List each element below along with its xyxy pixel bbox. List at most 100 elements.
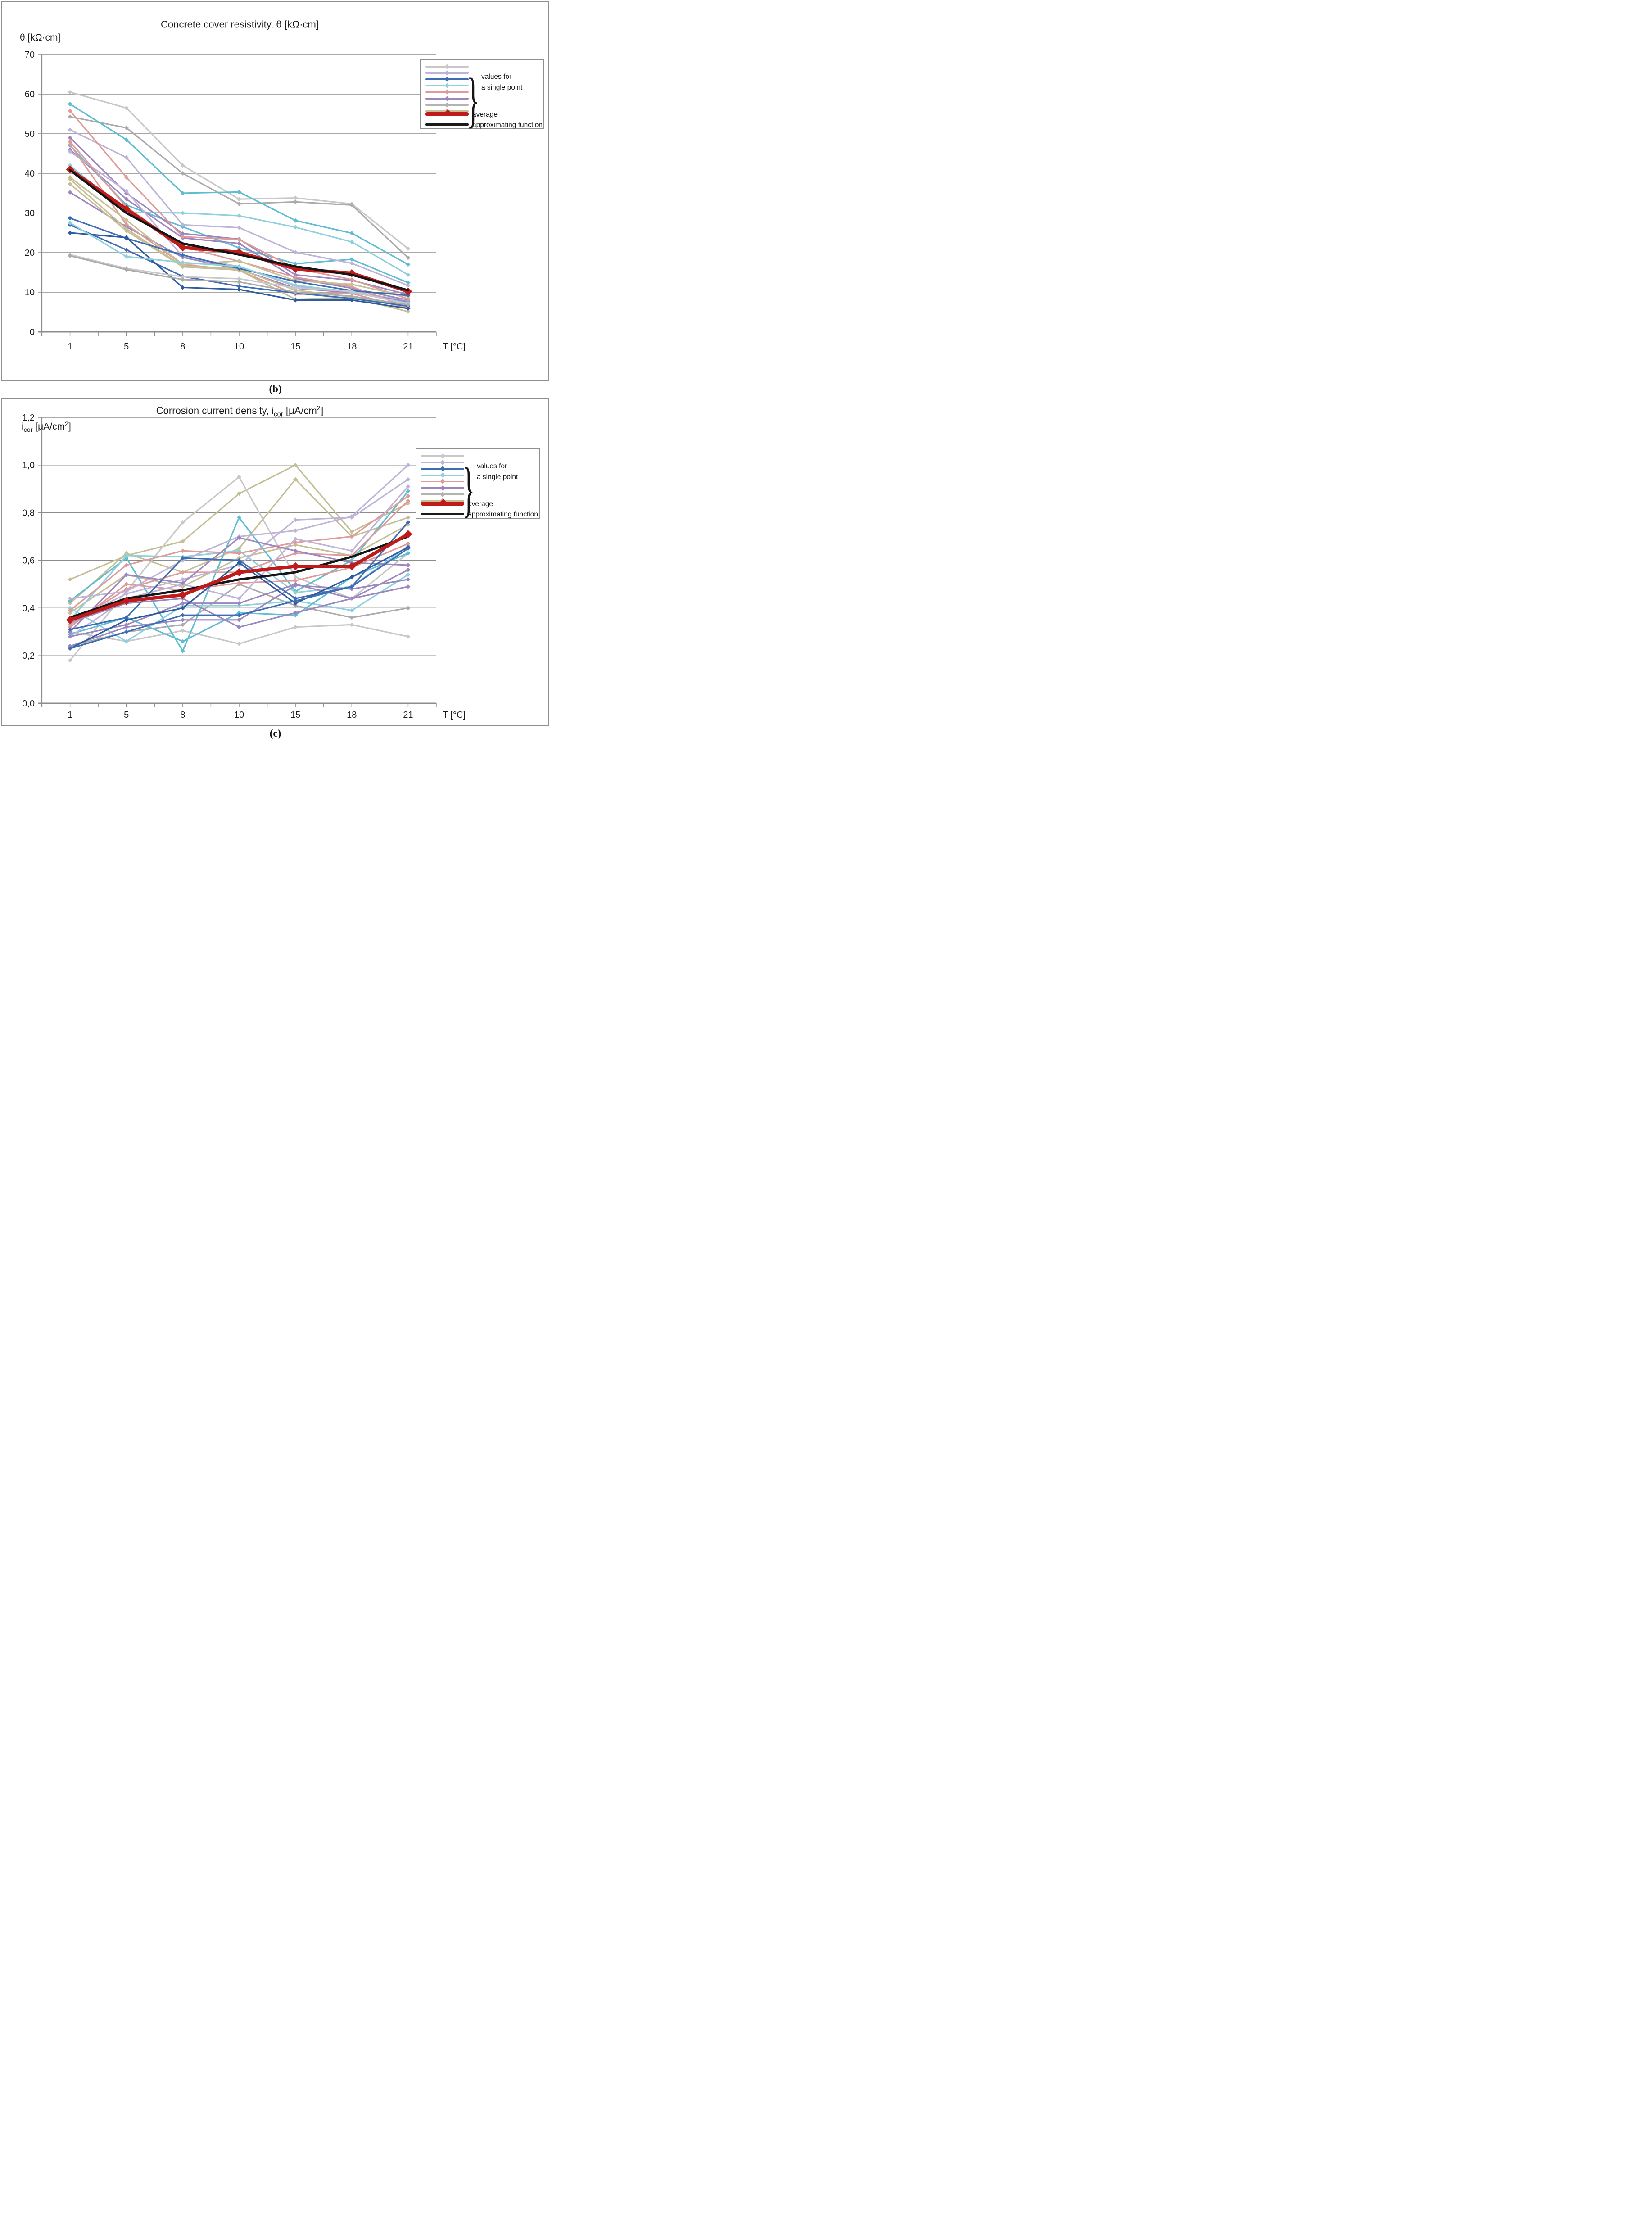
data-point-marker (180, 606, 185, 611)
approx-line-swatch (425, 123, 469, 126)
data-point-marker (349, 261, 354, 266)
data-point-marker (293, 272, 298, 277)
data-point-marker (293, 290, 298, 294)
legend-single-point-swatch (425, 95, 469, 101)
single-point-series (68, 546, 411, 651)
swatch-diamond-marker (444, 102, 450, 108)
swatch-diamond-marker (444, 63, 450, 69)
data-point-marker (124, 267, 129, 272)
data-point-marker (349, 558, 354, 563)
swatch-diamond-marker (444, 95, 450, 101)
data-point-marker (349, 575, 354, 580)
data-point-marker (237, 641, 241, 646)
data-point-marker (124, 254, 129, 259)
swatch-diamond-marker (444, 83, 450, 88)
legend-swatches (425, 63, 469, 115)
data-point-marker (293, 536, 298, 541)
data-point-marker (237, 610, 241, 615)
data-point-marker (237, 601, 241, 606)
legend-single-point-swatch (425, 89, 469, 95)
legend-approx-entry: approximating function (425, 121, 543, 129)
data-point-marker (349, 294, 354, 299)
data-point-marker (180, 274, 185, 279)
data-point-marker (124, 553, 129, 558)
data-point-marker (124, 125, 129, 130)
single-point-series (68, 114, 411, 260)
data-point-marker (293, 250, 298, 255)
data-point-marker (124, 217, 129, 222)
y-tick-label: 0,6 (22, 556, 35, 566)
data-point-marker (68, 127, 72, 132)
data-point-marker (293, 590, 298, 595)
series-line (69, 164, 409, 276)
legend-single-point-swatch (425, 70, 469, 76)
data-point-marker (293, 610, 298, 615)
x-axis-unit-label: T [°C] (443, 342, 466, 352)
data-point-marker (124, 622, 129, 627)
data-point-marker (180, 285, 185, 290)
data-point-marker (124, 625, 129, 629)
data-point-marker (349, 240, 354, 244)
data-point-marker (349, 282, 354, 287)
data-point-marker (180, 222, 185, 227)
data-point-marker (406, 283, 411, 288)
caption-c: (c) (269, 728, 281, 739)
data-point-marker (349, 277, 354, 282)
data-point-marker (180, 264, 185, 269)
data-point-marker (406, 309, 411, 314)
data-point-marker (406, 546, 411, 551)
data-point-marker (124, 589, 129, 594)
data-point-marker (406, 296, 411, 301)
data-point-marker (124, 247, 129, 252)
data-point-marker (237, 225, 241, 230)
data-point-marker (124, 572, 129, 577)
data-point-marker (68, 601, 72, 606)
data-point-marker (180, 520, 185, 525)
data-point-marker (349, 289, 354, 294)
data-point-marker (237, 475, 241, 480)
data-point-marker (406, 606, 411, 611)
title-text: [μA/cm (283, 405, 317, 417)
data-point-marker (404, 530, 412, 539)
swatch-diamond-marker (440, 460, 445, 465)
legend-brace: } (467, 66, 480, 135)
data-point-marker (406, 262, 411, 267)
data-point-marker (237, 556, 241, 561)
y-axis-label: icor [μA/cm2] (22, 421, 71, 434)
data-point-marker (180, 622, 185, 627)
x-tick-label: 15 (290, 710, 300, 720)
data-point-marker (68, 135, 72, 140)
x-tick-label: 21 (403, 710, 413, 720)
data-point-marker (237, 535, 241, 540)
data-point-marker (124, 617, 129, 622)
data-point-marker (293, 603, 298, 608)
data-point-marker (406, 577, 411, 582)
legend-single-point-swatch (425, 83, 469, 88)
data-point-marker (293, 548, 298, 553)
data-point-marker (293, 613, 298, 618)
x-tick-label: 15 (290, 342, 300, 352)
chart-svg: 1,21,00,80,60,40,20,01 5 8 10 15 18 21 T [°C] (22, 413, 466, 720)
data-point-marker (68, 216, 72, 221)
series-line (69, 169, 409, 292)
title-superscript: 2 (317, 404, 321, 412)
data-point-marker (349, 587, 354, 591)
legend-average-entry: average (425, 109, 543, 118)
swatch-diamond-marker (440, 492, 445, 497)
legend: } values for a single point average appr… (420, 59, 544, 134)
data-point-marker (180, 191, 185, 195)
data-point-marker (68, 606, 72, 611)
data-point-marker (124, 591, 129, 596)
legend-single-point-swatch (421, 485, 464, 491)
single-point-series (68, 493, 411, 613)
data-point-marker (406, 462, 411, 467)
data-point-marker (237, 603, 241, 608)
data-point-marker (237, 560, 241, 565)
data-point-marker (68, 231, 72, 235)
legend-single-point-label: values for a single point (481, 73, 523, 92)
data-point-marker (293, 225, 298, 230)
data-point-marker (237, 213, 241, 218)
data-point-marker (406, 306, 411, 311)
data-point-marker (237, 596, 241, 601)
data-point-marker (180, 539, 185, 544)
